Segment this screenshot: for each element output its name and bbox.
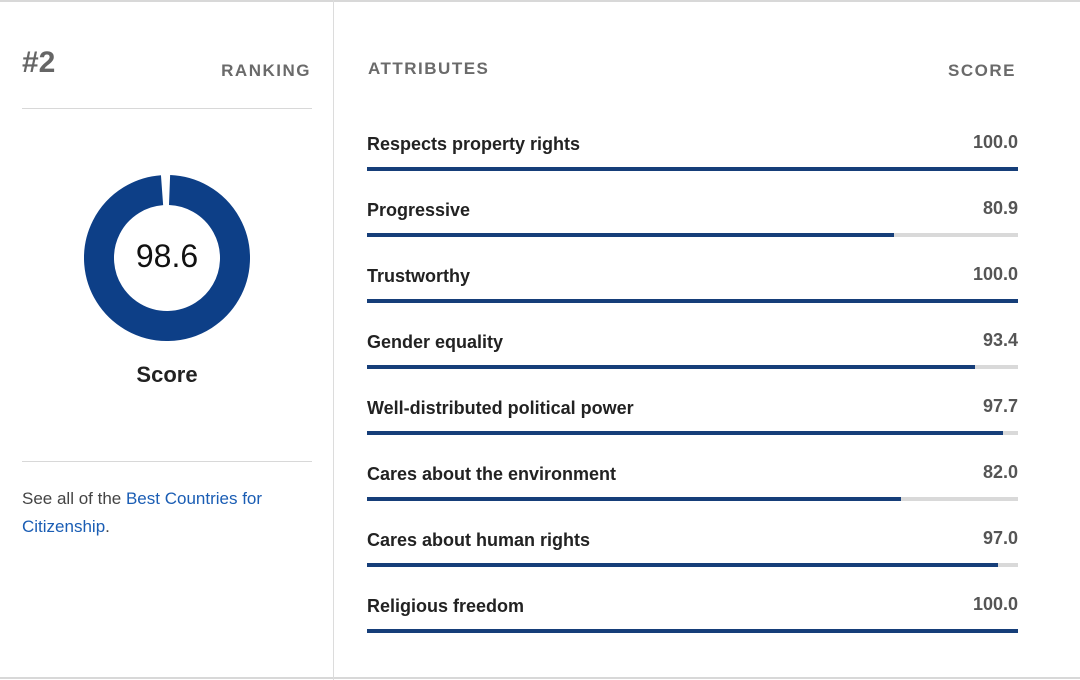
attribute-bar-fill <box>367 365 976 369</box>
attribute-label: Respects property rights <box>367 134 581 154</box>
attribute-row: Religious freedom 100.0 <box>367 594 1018 646</box>
donut-fill <box>84 175 250 341</box>
attribute-label: Trustworthy <box>367 266 471 286</box>
attribute-row: Cares about the environment 82.0 <box>367 462 1018 514</box>
score-header: SCORE <box>948 61 1016 80</box>
attribute-bar-track <box>367 299 1018 303</box>
attribute-bar-track <box>367 563 1018 567</box>
attribute-score: 97.0 <box>982 528 1018 548</box>
overall-score-label: Score <box>136 362 198 387</box>
attribute-bar-track <box>367 431 1018 435</box>
attribute-label: Cares about the environment <box>367 464 617 484</box>
attribute-row: Trustworthy 100.0 <box>367 264 1018 316</box>
score-donut <box>84 175 250 341</box>
ranking-label: RANKING <box>221 61 311 80</box>
attribute-row: Cares about human rights 97.0 <box>367 528 1018 580</box>
attribute-bar-track <box>367 233 1018 237</box>
attribute-label: Religious freedom <box>367 596 525 616</box>
overall-score-value: 98.6 <box>135 238 199 274</box>
see-all-text: See all of the Best Countries for Citize… <box>22 485 312 541</box>
bottom-border <box>0 677 1080 679</box>
attribute-bar-fill <box>367 497 901 501</box>
see-all-prefix: See all of the <box>22 489 126 508</box>
attribute-row: Well-distributed political power 97.7 <box>367 396 1018 448</box>
top-border <box>0 0 1080 2</box>
attribute-bar-track <box>367 167 1018 171</box>
divider <box>22 461 312 462</box>
attributes-header: ATTRIBUTES <box>368 59 490 78</box>
attribute-label: Progressive <box>367 200 471 220</box>
attribute-label: Well-distributed political power <box>367 398 634 418</box>
attribute-bar-track <box>367 629 1018 633</box>
attribute-bar-fill <box>367 167 1018 171</box>
attribute-bar-fill <box>367 629 1018 633</box>
attribute-score: 80.9 <box>982 198 1018 218</box>
attribute-score: 93.4 <box>982 330 1018 350</box>
attribute-score: 100.0 <box>972 594 1018 614</box>
panel-divider <box>333 0 334 680</box>
best-countries-link[interactable]: Best Countries for Citizenship <box>22 489 263 536</box>
attribute-bar-fill <box>367 563 999 567</box>
attribute-bar-fill <box>367 299 1018 303</box>
divider <box>22 108 312 109</box>
attribute-bar-fill <box>367 233 894 237</box>
see-all-suffix: . <box>105 517 110 536</box>
attribute-row: Gender equality 93.4 <box>367 330 1018 382</box>
attribute-label: Cares about human rights <box>367 530 591 550</box>
attribute-bar-track <box>367 365 1018 369</box>
attribute-label: Gender equality <box>367 332 504 352</box>
attribute-score: 100.0 <box>972 132 1018 152</box>
attribute-score: 100.0 <box>972 264 1018 284</box>
attribute-score: 82.0 <box>982 462 1018 482</box>
ranking-value: #2 <box>22 46 56 79</box>
attribute-score: 97.7 <box>982 396 1018 416</box>
attribute-bar-track <box>367 497 1018 501</box>
attribute-bar-fill <box>367 431 1004 435</box>
attribute-row: Progressive 80.9 <box>367 198 1018 250</box>
attribute-row: Respects property rights 100.0 <box>367 132 1018 184</box>
